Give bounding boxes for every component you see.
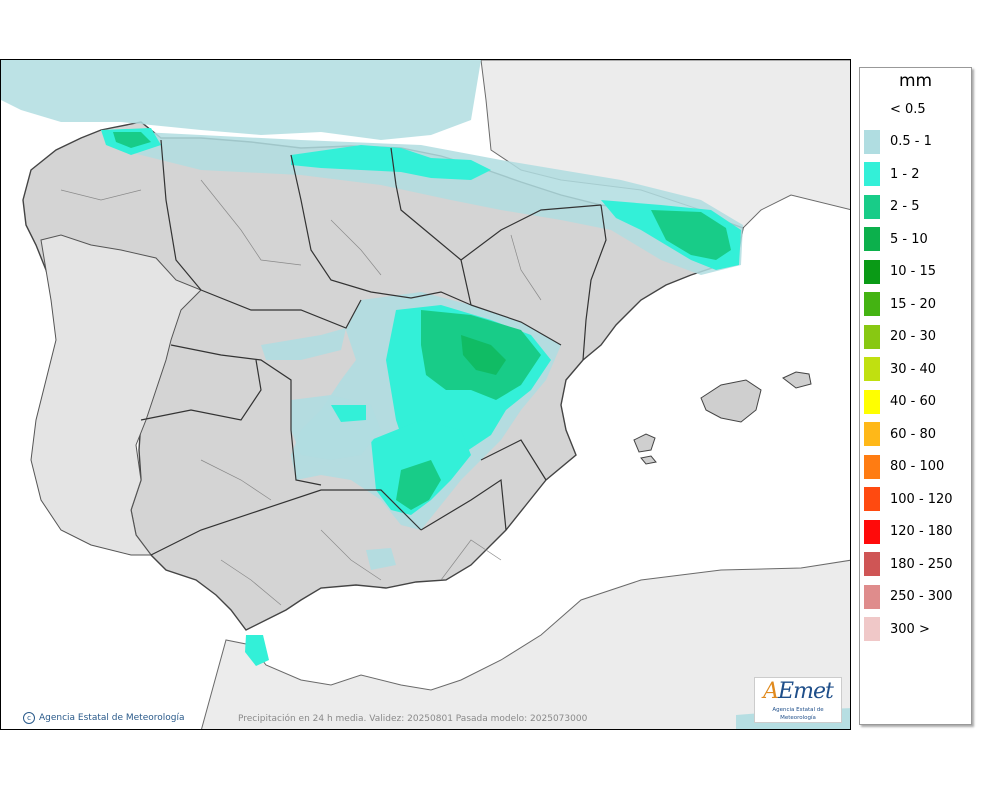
- copyright-icon: c: [23, 712, 35, 724]
- legend-unit: mm: [898, 71, 933, 91]
- legend-item: 250 - 300: [864, 584, 953, 609]
- legend-item: 80 - 100: [864, 454, 945, 479]
- legend-item: 120 - 180: [864, 519, 953, 544]
- legend-label: < 0.5: [890, 101, 926, 117]
- legend-panel: mm < 0.5 0.5 - 1 1 - 2 2 - 5 5 - 10 10 - 15 15…: [859, 67, 972, 725]
- precipitation-map: c Agencia Estatal de Meteorología Precip…: [0, 59, 851, 730]
- legend-item: 30 - 40: [864, 357, 937, 381]
- legend-swatch: [864, 324, 880, 349]
- legend-label: 10 - 15: [890, 264, 937, 279]
- legend-label: 60 - 80: [890, 426, 937, 442]
- mallorca-land: [700, 379, 762, 423]
- legend-item: 100 - 120: [864, 487, 953, 511]
- legend-swatch: [864, 617, 880, 641]
- legend-item: 1 - 2: [864, 162, 920, 186]
- legend-item: 10 - 15: [864, 259, 937, 284]
- legend-swatch: [864, 292, 880, 316]
- legend-label: 30 - 40: [890, 361, 937, 377]
- menorca-land: [782, 371, 812, 389]
- africa-land: [201, 559, 850, 729]
- formentera-land: [640, 455, 657, 465]
- legend-label: 300 >: [890, 621, 930, 637]
- legend-swatch: [864, 584, 880, 609]
- legend-swatch: [864, 552, 880, 576]
- legend-label: 15 - 20: [890, 296, 937, 312]
- credit-label: c Agencia Estatal de Meteorología: [23, 712, 185, 724]
- province-borders: [60, 179, 542, 606]
- legend-swatch: [864, 519, 880, 544]
- aemet-logo-subtitle: Agencia Estatal de Meteorología: [772, 707, 824, 721]
- legend-swatch: [864, 227, 880, 251]
- legend-item: 40 - 60: [864, 389, 937, 414]
- legend-label: 40 - 60: [890, 394, 937, 409]
- legend-label: 80 - 100: [890, 459, 945, 474]
- legend-label: 20 - 30: [890, 329, 937, 344]
- legend-swatch: [864, 97, 880, 121]
- legend-label: 250 - 300: [890, 589, 953, 604]
- legend-swatch: [864, 389, 880, 414]
- legend-item: 20 - 30: [864, 324, 937, 349]
- legend-item: 5 - 10: [864, 227, 928, 251]
- legend-swatch: [864, 454, 880, 479]
- map-canvas: [1, 60, 850, 729]
- portugal-land: [30, 234, 202, 556]
- legend-item: 180 - 250: [864, 552, 953, 576]
- legend-label: 0.5 - 1: [890, 134, 932, 149]
- legend-item: 300 >: [864, 617, 930, 641]
- legend-label: 5 - 10: [890, 231, 928, 247]
- legend-swatch: [864, 357, 880, 381]
- legend-swatch: [864, 129, 880, 154]
- legend-item: 2 - 5: [864, 194, 920, 219]
- legend-swatch: [864, 162, 880, 186]
- legend-swatch: [864, 422, 880, 446]
- precipitation-zones: [1, 60, 850, 729]
- legend-item: 60 - 80: [864, 422, 937, 446]
- legend-swatch: [864, 259, 880, 284]
- ibiza-land: [633, 433, 656, 453]
- legend-item: < 0.5: [864, 97, 926, 121]
- legend-swatch: [864, 487, 880, 511]
- legend-label: 180 - 250: [890, 556, 953, 572]
- aemet-logo-mark: AEmet: [763, 679, 834, 704]
- legend-label: 100 - 120: [890, 491, 953, 507]
- credit-text: Agencia Estatal de Meteorología: [39, 713, 185, 723]
- aemet-logo: AEmet Agencia Estatal de Meteorología: [754, 677, 842, 723]
- map-caption: Precipitación en 24 h media. Validez: 20…: [238, 714, 588, 724]
- region-borders: [140, 139, 607, 556]
- legend-label: 1 - 2: [890, 166, 920, 182]
- legend-item: 15 - 20: [864, 292, 937, 316]
- legend-item: 0.5 - 1: [864, 129, 932, 154]
- legend-label: 120 - 180: [890, 524, 953, 539]
- legend-swatch: [864, 194, 880, 219]
- legend-label: 2 - 5: [890, 199, 920, 214]
